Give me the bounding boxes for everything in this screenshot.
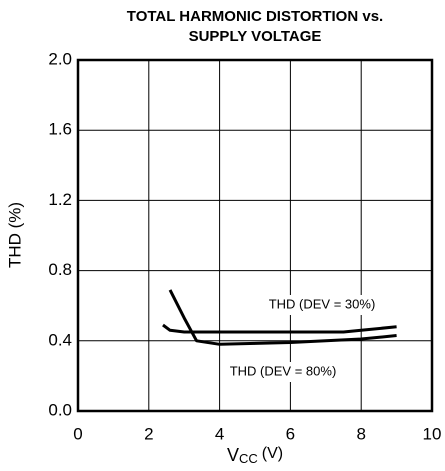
label-background: [221, 362, 345, 382]
x-tick-label: 10: [423, 424, 442, 443]
x-tick-label: 6: [286, 424, 295, 443]
y-tick-label: 1.2: [48, 190, 72, 209]
y-tick-label: 0.0: [48, 400, 72, 419]
x-label-main: V: [227, 445, 239, 465]
chart-title: SUPPLY VOLTAGE: [189, 28, 322, 45]
x-tick-label: 4: [215, 424, 224, 443]
x-axis-label: VCC (V): [227, 445, 283, 467]
x-tick-label: 0: [73, 424, 82, 443]
line: [168, 289, 397, 346]
x-label-unit: (V): [262, 445, 283, 462]
y-axis-label: THD (%): [5, 202, 24, 268]
x-label-sub: CC: [239, 451, 258, 466]
series-label: THD (DEV = 80%): [230, 363, 337, 378]
x-tick-label: 2: [144, 424, 153, 443]
chart-title: TOTAL HARMONIC DISTORTION vs.: [127, 8, 383, 25]
y-tick-label: 0.8: [48, 260, 72, 279]
y-tick-label: 2.0: [48, 49, 72, 68]
series-label: THD (DEV = 30%): [269, 296, 376, 311]
x-tick-label: 8: [356, 424, 365, 443]
line: [162, 323, 397, 334]
plot-frame: [76, 58, 434, 413]
y-tick-label: 1.6: [48, 120, 72, 139]
label-background: [260, 295, 384, 315]
y-tick-label: 0.4: [48, 330, 72, 349]
